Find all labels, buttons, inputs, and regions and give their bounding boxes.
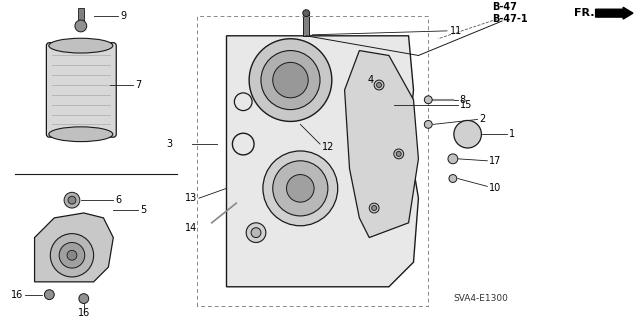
Circle shape: [372, 205, 376, 211]
Circle shape: [287, 174, 314, 202]
Text: 1: 1: [509, 129, 515, 139]
Text: 12: 12: [322, 142, 334, 152]
Circle shape: [246, 223, 266, 242]
Circle shape: [75, 20, 87, 32]
Ellipse shape: [49, 127, 113, 142]
Circle shape: [396, 152, 401, 156]
Circle shape: [273, 161, 328, 216]
Circle shape: [424, 96, 432, 104]
Circle shape: [454, 121, 481, 148]
Text: 17: 17: [490, 156, 502, 166]
Text: 16: 16: [10, 290, 23, 300]
Circle shape: [449, 174, 457, 182]
Bar: [303, 14, 309, 36]
Text: 13: 13: [185, 193, 197, 203]
Bar: [78, 8, 84, 26]
Text: 5: 5: [140, 205, 146, 215]
Circle shape: [68, 196, 76, 204]
Circle shape: [369, 203, 379, 213]
Circle shape: [64, 192, 80, 208]
Text: B-47
B-47-1: B-47 B-47-1: [492, 2, 528, 24]
Ellipse shape: [49, 38, 113, 53]
Circle shape: [303, 10, 310, 17]
Circle shape: [67, 250, 77, 260]
Circle shape: [394, 149, 404, 159]
Polygon shape: [35, 213, 113, 282]
Circle shape: [448, 154, 458, 164]
FancyBboxPatch shape: [46, 43, 116, 137]
Polygon shape: [344, 50, 419, 238]
Text: SVA4-E1300: SVA4-E1300: [453, 294, 508, 303]
Text: 10: 10: [490, 183, 502, 193]
Text: 8: 8: [460, 95, 466, 105]
Text: 16: 16: [77, 308, 90, 318]
FancyArrow shape: [596, 7, 633, 19]
Text: 11: 11: [450, 26, 462, 36]
Text: FR.: FR.: [574, 8, 595, 18]
Text: 4: 4: [367, 75, 373, 85]
Text: 7: 7: [135, 80, 141, 90]
Text: 6: 6: [115, 195, 122, 205]
Circle shape: [263, 151, 338, 226]
Circle shape: [79, 294, 89, 303]
Circle shape: [376, 83, 381, 87]
Text: 2: 2: [479, 115, 486, 124]
Text: 14: 14: [185, 223, 197, 233]
Polygon shape: [227, 36, 419, 287]
Circle shape: [51, 234, 93, 277]
Circle shape: [251, 228, 261, 238]
Circle shape: [59, 242, 84, 268]
Circle shape: [261, 50, 320, 110]
Circle shape: [249, 39, 332, 122]
Text: 3: 3: [166, 139, 172, 149]
Circle shape: [44, 290, 54, 300]
Circle shape: [273, 63, 308, 98]
Circle shape: [374, 80, 384, 90]
Circle shape: [424, 121, 432, 128]
Text: 9: 9: [120, 11, 126, 21]
Text: 15: 15: [460, 100, 472, 110]
